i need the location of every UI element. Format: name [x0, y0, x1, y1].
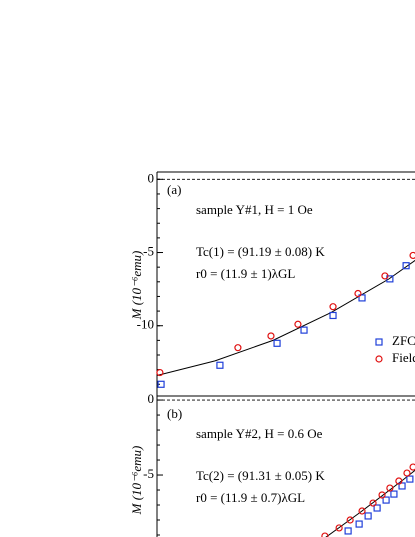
- legend-marker: [375, 338, 383, 346]
- field-point: [395, 477, 403, 485]
- field-point: [321, 532, 329, 537]
- legend-marker: [375, 355, 383, 363]
- zfc-point: [355, 520, 363, 528]
- field-point: [234, 344, 242, 352]
- annotation: Tc(1) = (91.19 ± 0.08) K: [196, 244, 325, 259]
- y-tick-label: 0: [148, 391, 155, 406]
- field-point: [381, 272, 389, 280]
- field-point: [156, 368, 164, 377]
- panel-label: (a): [167, 182, 181, 197]
- annotation: Tc(2) = (91.31 ± 0.05) K: [196, 468, 325, 483]
- field-point: [369, 499, 377, 507]
- legend-label: Field: [392, 350, 415, 365]
- zfc-point: [216, 361, 224, 369]
- field-point: [329, 303, 337, 311]
- zfc-point: [300, 326, 308, 334]
- y-axis-label: M (10⁻⁶emu): [129, 446, 144, 516]
- field-point: [386, 484, 394, 492]
- zfc-point: [373, 504, 381, 512]
- zfc-point: [382, 496, 390, 504]
- y-tick-label: -5: [143, 244, 154, 259]
- field-point: [335, 524, 343, 532]
- field-point: [346, 516, 354, 524]
- zfc-point: [398, 482, 406, 490]
- field-point: [403, 469, 411, 477]
- y-tick-label: -5: [143, 466, 154, 481]
- zfc-point: [406, 475, 414, 483]
- zfc-point: [273, 339, 281, 347]
- field-point: [267, 332, 275, 340]
- panel-label: (b): [167, 406, 182, 421]
- field-point: [354, 289, 362, 298]
- zfc-point: [390, 490, 398, 498]
- y-axis-label: M (10⁻⁶emu): [129, 251, 144, 321]
- zfc-point: [402, 262, 410, 270]
- zfc-point: [358, 294, 366, 302]
- annotation: sample Y#1, H = 1 Oe: [196, 202, 313, 217]
- fit-line: [325, 469, 415, 537]
- field-point: [294, 320, 302, 328]
- zfc-point: [157, 380, 165, 388]
- y-tick-label: -10: [137, 317, 154, 332]
- field-point: [378, 491, 386, 499]
- annotation: r0 = (11.9 ± 0.7)λGL: [196, 490, 305, 505]
- field-point: [409, 251, 415, 260]
- fit-line: [156, 259, 415, 376]
- field-point: [358, 507, 366, 515]
- annotation: sample Y#2, H = 0.6 Oe: [196, 426, 323, 441]
- legend-label: ZFC: [392, 333, 415, 348]
- annotation: r0 = (11.9 ± 1)λGL: [196, 266, 295, 281]
- field-point: [409, 463, 415, 471]
- y-tick-label: 0: [148, 170, 155, 185]
- zfc-point: [344, 527, 352, 535]
- zfc-point: [364, 512, 372, 520]
- zfc-point: [329, 311, 337, 320]
